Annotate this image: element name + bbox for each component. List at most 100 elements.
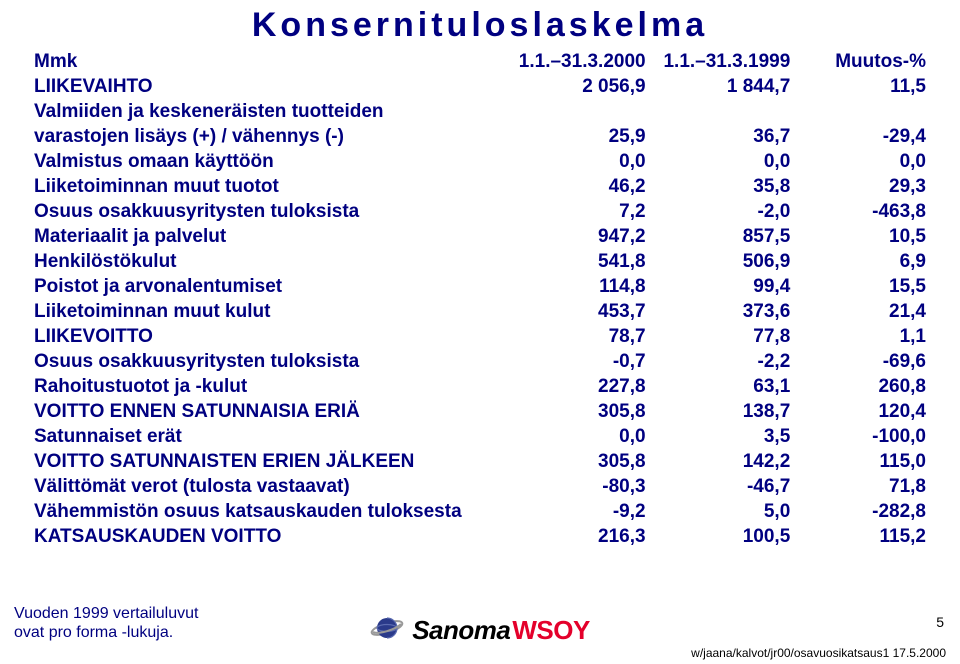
table-row: Liiketoiminnan muut kulut453,7373,621,4 xyxy=(30,299,930,324)
row-label: varastojen lisäys (+) / vähennys (-) xyxy=(30,124,505,149)
row-label: Poistot ja arvonalentumiset xyxy=(30,274,505,299)
row-val-change: -100,0 xyxy=(794,424,930,449)
row-label: VOITTO SATUNNAISTEN ERIEN JÄLKEEN xyxy=(30,449,505,474)
row-label: Materiaalit ja palvelut xyxy=(30,224,505,249)
row-val-change: 6,9 xyxy=(794,249,930,274)
row-val-period1: 227,8 xyxy=(505,374,650,399)
row-val-period2: -2,2 xyxy=(650,349,795,374)
row-val-period1: 0,0 xyxy=(505,149,650,174)
row-val-period1: 216,3 xyxy=(505,524,650,549)
row-val-period1: -80,3 xyxy=(505,474,650,499)
row-label: Liiketoiminnan muut kulut xyxy=(30,299,505,324)
row-val-period1: 2 056,9 xyxy=(505,74,650,99)
row-label: KATSAUSKAUDEN VOITTO xyxy=(30,524,505,549)
col-label: Mmk xyxy=(30,49,505,74)
planet-icon xyxy=(370,613,404,648)
row-val-period1: 947,2 xyxy=(505,224,650,249)
row-val-period2: 373,6 xyxy=(650,299,795,324)
row-label: Satunnaiset erät xyxy=(30,424,505,449)
row-val-change: 0,0 xyxy=(794,149,930,174)
footer-path: w/jaana/kalvot/jr00/osavuosikatsaus1 17.… xyxy=(691,646,946,660)
row-val-period1: 78,7 xyxy=(505,324,650,349)
table-row: Vähemmistön osuus katsauskauden tulokses… xyxy=(30,499,930,524)
row-val-period2: -2,0 xyxy=(650,199,795,224)
row-val-change: 1,1 xyxy=(794,324,930,349)
row-val-period1: 453,7 xyxy=(505,299,650,324)
row-val-change xyxy=(794,99,930,124)
table-row: Osuus osakkuusyritysten tuloksista7,2-2,… xyxy=(30,199,930,224)
col-change: Muutos-% xyxy=(794,49,930,74)
table-row: VOITTO SATUNNAISTEN ERIEN JÄLKEEN305,814… xyxy=(30,449,930,474)
row-val-period1: 25,9 xyxy=(505,124,650,149)
row-val-period2: 5,0 xyxy=(650,499,795,524)
table-row: Henkilöstökulut541,8506,96,9 xyxy=(30,249,930,274)
row-val-period2: 857,5 xyxy=(650,224,795,249)
row-val-change: 115,2 xyxy=(794,524,930,549)
row-val-change: 71,8 xyxy=(794,474,930,499)
row-label: Vähemmistön osuus katsauskauden tulokses… xyxy=(30,499,505,524)
table-row: varastojen lisäys (+) / vähennys (-)25,9… xyxy=(30,124,930,149)
row-val-period2: 63,1 xyxy=(650,374,795,399)
slide: Konsernituloslaskelma Mmk 1.1.–31.3.2000… xyxy=(0,0,960,664)
row-val-period1: -9,2 xyxy=(505,499,650,524)
table-row: Poistot ja arvonalentumiset114,899,415,5 xyxy=(30,274,930,299)
row-val-change: -463,8 xyxy=(794,199,930,224)
income-statement-table: Mmk 1.1.–31.3.2000 1.1.–31.3.1999 Muutos… xyxy=(30,49,930,549)
row-val-change: -282,8 xyxy=(794,499,930,524)
row-label: Välittömät verot (tulosta vastaavat) xyxy=(30,474,505,499)
table-row: KATSAUSKAUDEN VOITTO216,3100,5115,2 xyxy=(30,524,930,549)
table-row: Materiaalit ja palvelut947,2857,510,5 xyxy=(30,224,930,249)
row-label: Henkilöstökulut xyxy=(30,249,505,274)
logo: SanomaWSOY xyxy=(0,613,960,648)
row-val-period2: 1 844,7 xyxy=(650,74,795,99)
row-val-period2: 3,5 xyxy=(650,424,795,449)
row-val-change: 115,0 xyxy=(794,449,930,474)
row-label: Osuus osakkuusyritysten tuloksista xyxy=(30,199,505,224)
row-val-change: 15,5 xyxy=(794,274,930,299)
row-val-period1: 0,0 xyxy=(505,424,650,449)
table-row: LIIKEVAIHTO2 056,91 844,711,5 xyxy=(30,74,930,99)
row-val-period1: 541,8 xyxy=(505,249,650,274)
row-val-change: 10,5 xyxy=(794,224,930,249)
table-row: Valmistus omaan käyttöön0,00,00,0 xyxy=(30,149,930,174)
row-label: LIIKEVOITTO xyxy=(30,324,505,349)
row-val-period2 xyxy=(650,99,795,124)
logo-sanoma: Sanoma xyxy=(412,615,510,646)
row-label: Osuus osakkuusyritysten tuloksista xyxy=(30,349,505,374)
table-row: Osuus osakkuusyritysten tuloksista-0,7-2… xyxy=(30,349,930,374)
row-val-period1: 305,8 xyxy=(505,399,650,424)
row-val-change: 21,4 xyxy=(794,299,930,324)
col-period1: 1.1.–31.3.2000 xyxy=(505,49,650,74)
row-label: Valmistus omaan käyttöön xyxy=(30,149,505,174)
table-row: Liiketoiminnan muut tuotot46,235,829,3 xyxy=(30,174,930,199)
row-val-change: -69,6 xyxy=(794,349,930,374)
row-val-period1: 114,8 xyxy=(505,274,650,299)
row-val-period2: 36,7 xyxy=(650,124,795,149)
row-val-period1: -0,7 xyxy=(505,349,650,374)
page-title: Konsernituloslaskelma xyxy=(0,0,960,49)
row-val-period2: 0,0 xyxy=(650,149,795,174)
table-row: VOITTO ENNEN SATUNNAISIA ERIÄ305,8138,71… xyxy=(30,399,930,424)
row-val-period1: 305,8 xyxy=(505,449,650,474)
row-label: Liiketoiminnan muut tuotot xyxy=(30,174,505,199)
row-label: VOITTO ENNEN SATUNNAISIA ERIÄ xyxy=(30,399,505,424)
row-val-period2: 138,7 xyxy=(650,399,795,424)
row-val-period2: 142,2 xyxy=(650,449,795,474)
table-row: Valmiiden ja keskeneräisten tuotteiden xyxy=(30,99,930,124)
row-val-period2: 35,8 xyxy=(650,174,795,199)
table-row: LIIKEVOITTO78,777,81,1 xyxy=(30,324,930,349)
row-val-change: -29,4 xyxy=(794,124,930,149)
row-val-change: 11,5 xyxy=(794,74,930,99)
table-header-row: Mmk 1.1.–31.3.2000 1.1.–31.3.1999 Muutos… xyxy=(30,49,930,74)
row-val-period2: -46,7 xyxy=(650,474,795,499)
table-row: Rahoitustuotot ja -kulut227,863,1260,8 xyxy=(30,374,930,399)
table-row: Välittömät verot (tulosta vastaavat)-80,… xyxy=(30,474,930,499)
row-val-period2: 506,9 xyxy=(650,249,795,274)
row-label: LIIKEVAIHTO xyxy=(30,74,505,99)
row-label: Valmiiden ja keskeneräisten tuotteiden xyxy=(30,99,505,124)
page-number: 5 xyxy=(936,614,944,630)
row-val-period2: 99,4 xyxy=(650,274,795,299)
row-val-change: 260,8 xyxy=(794,374,930,399)
col-period2: 1.1.–31.3.1999 xyxy=(650,49,795,74)
row-val-period1 xyxy=(505,99,650,124)
